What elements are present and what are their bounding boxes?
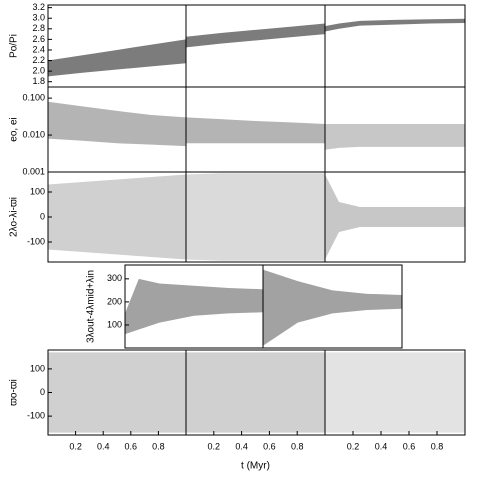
scatter-band [325, 174, 465, 260]
y-tick-label: 0.100 [22, 92, 45, 102]
panel-frame [324, 171, 466, 263]
scatter-band [186, 23, 325, 48]
x-tick-label: 0.2 [208, 441, 221, 451]
y-axis-label: 3λout-4λmid+λin [86, 270, 97, 343]
x-tick-label: 0.8 [431, 441, 444, 451]
panel-frame [185, 4, 326, 88]
scatter-band [48, 101, 186, 147]
y-tick-label: 100 [107, 319, 122, 329]
y-tick-label: 0.010 [22, 129, 45, 139]
x-tick-label: 0.8 [291, 441, 304, 451]
scatter-band [263, 269, 402, 346]
panel-frame [324, 4, 466, 88]
y-tick-label: 2.2 [32, 55, 45, 65]
y-tick-label: 0.001 [22, 166, 45, 176]
x-tick-label: 0.6 [403, 441, 416, 451]
x-tick-label: 0.4 [375, 441, 388, 451]
y-tick-label: 2.0 [32, 66, 45, 76]
y-axis-label: eo, ei [9, 117, 20, 141]
scatter-band [325, 18, 465, 32]
y-tick-label: 0 [40, 211, 45, 221]
y-tick-label: 2.8 [32, 23, 45, 33]
scatter-band [48, 39, 186, 77]
x-tick-label: 0.6 [125, 441, 138, 451]
x-tick-label: 0.4 [97, 441, 110, 451]
y-tick-label: 0 [40, 387, 45, 397]
x-tick-label: 0.4 [235, 441, 248, 451]
panel-frame [324, 349, 466, 436]
x-tick-label: 0.6 [263, 441, 276, 451]
x-tick-label: 0.2 [69, 441, 82, 451]
y-tick-label: 2.4 [32, 44, 45, 54]
y-tick-label: 100 [30, 363, 45, 373]
y-tick-label: 1.8 [32, 76, 45, 86]
y-axis-label: Po/Pi [9, 34, 20, 58]
scatter-band [325, 123, 465, 150]
x-axis-label: t (Myr) [241, 461, 270, 472]
y-tick-label: 100 [30, 186, 45, 196]
scatter-band [186, 352, 325, 433]
y-tick-label: 3.0 [32, 13, 45, 23]
y-tick-label: -100 [27, 236, 45, 246]
y-tick-label: -100 [27, 410, 45, 420]
scatter-band [186, 117, 325, 144]
scatter-band [48, 174, 186, 260]
y-tick-label: 200 [107, 296, 122, 306]
x-tick-label: 0.2 [347, 441, 360, 451]
y-axis-label: 2λo-λi-ϖi [9, 197, 20, 237]
scatter-band [325, 352, 465, 433]
scatter-band [48, 352, 186, 433]
x-tick-label: 0.8 [152, 441, 165, 451]
y-tick-label: 3.2 [32, 2, 45, 12]
scatter-band [125, 278, 263, 335]
panel-frame [262, 264, 403, 349]
y-axis-label: ϖo-ϖi [9, 379, 20, 406]
y-tick-label: 300 [107, 273, 122, 283]
y-tick-label: 2.6 [32, 34, 45, 44]
scatter-band [186, 173, 325, 261]
